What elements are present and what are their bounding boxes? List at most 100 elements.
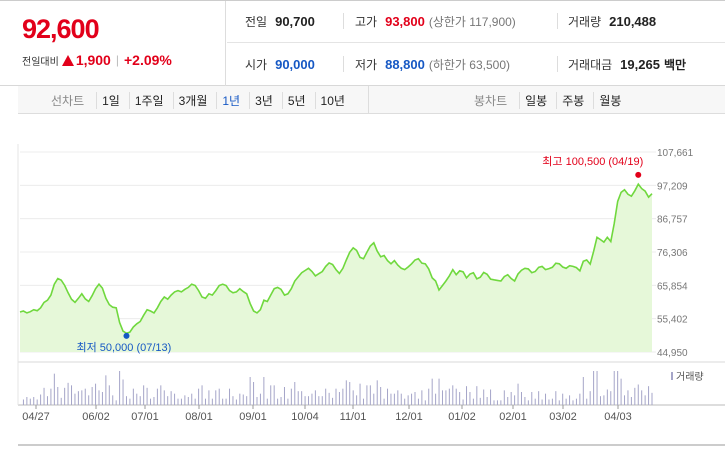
volume-bar (112, 395, 114, 405)
high-value: 93,800 (385, 14, 425, 29)
volume-bar (393, 393, 395, 405)
volume-bar (57, 387, 59, 405)
volume-bar (277, 398, 279, 405)
volume-bar (194, 398, 196, 405)
volume-bar (125, 396, 127, 405)
x-tick-label: 03/02 (549, 411, 577, 423)
period-5y[interactable]: 5년 (281, 91, 311, 109)
change-divider: | (115, 53, 119, 67)
volume-bar (534, 398, 536, 405)
volume-bar (232, 396, 234, 405)
volume-bar (297, 391, 299, 405)
volume-bar (64, 387, 66, 405)
volume-bar (201, 385, 203, 405)
volume-bar (641, 390, 643, 405)
volume-bar (256, 397, 258, 405)
volume-bar (417, 398, 419, 405)
volume-bar (424, 400, 426, 405)
volume-bar (304, 396, 306, 405)
period-1w[interactable]: 1주일 (128, 91, 169, 109)
price-change: 전일대비 1,900 | +2.09% (22, 52, 172, 68)
volume-bar (428, 388, 430, 405)
volume-bar (43, 387, 45, 405)
y-tick-label: 55,402 (657, 315, 688, 326)
volume-bar (215, 390, 217, 405)
volume-bar (421, 390, 423, 405)
volume-bar (390, 393, 392, 405)
candle-weekly[interactable]: 주봉 (556, 91, 589, 109)
volume-bar (60, 397, 62, 405)
y-tick-label: 44,950 (657, 348, 688, 359)
volume-bar (575, 398, 577, 405)
volume-bar (644, 395, 646, 405)
volume-bar (29, 398, 31, 405)
x-tick-label: 06/02 (82, 411, 110, 423)
volume-bar (383, 398, 385, 405)
change-amount: 1,900 (75, 52, 111, 68)
candle-daily[interactable]: 일봉 (519, 91, 552, 109)
volume-bar (335, 388, 337, 405)
volume-bar (493, 400, 495, 405)
low-label: 저가 (355, 58, 378, 72)
period-1d[interactable]: 1일 (96, 91, 125, 109)
volume-bar (160, 385, 162, 405)
volume-bar (514, 395, 516, 405)
volume-bar (301, 391, 303, 405)
period-3m[interactable]: 3개월 (172, 91, 213, 109)
stat-separator (557, 56, 558, 72)
candle-chart-periods: 봉차트 일봉 주봉 월봉 (474, 86, 630, 114)
volume-bar (259, 393, 261, 405)
volume-bar (218, 388, 220, 405)
volume-bar (617, 371, 619, 405)
volume-label: 거래량 (568, 15, 602, 29)
volume-bar (369, 385, 371, 405)
volume-bar (122, 379, 124, 405)
volume-bar (500, 400, 502, 405)
volume-bar (345, 380, 347, 405)
volume-bar (356, 395, 358, 405)
period-3y[interactable]: 3년 (249, 91, 278, 109)
volume-bar (624, 395, 626, 405)
volume-bar (177, 398, 179, 405)
stat-separator (557, 13, 558, 29)
volume-bar (318, 396, 320, 405)
amount-label: 거래대금 (568, 58, 613, 72)
current-price: 92,600 (22, 14, 100, 44)
volume-bar (507, 397, 509, 405)
volume-bar (524, 397, 526, 405)
volume-bar (119, 371, 121, 405)
volume-bar (108, 385, 110, 405)
volume-bar (321, 396, 323, 405)
price-chart[interactable]: 107,661 97,209 86,757 76,306 65,854 55,402 44,… (0, 114, 725, 447)
volume-bar (404, 398, 406, 405)
volume-bar (98, 390, 100, 405)
period-10y[interactable]: 10년 (314, 91, 350, 109)
volume-bar (630, 397, 632, 405)
volume-bar (283, 387, 285, 405)
volume-bar (407, 395, 409, 405)
period-1y[interactable]: 1년 (216, 91, 245, 109)
volume-bar (187, 397, 189, 405)
volume-bar (74, 393, 76, 405)
low-value: 88,800 (385, 57, 425, 72)
volume-bar (490, 389, 492, 405)
volume-bar (411, 393, 413, 405)
low-annotation: 최저 50,000 (07/13) (76, 341, 171, 354)
volume-bar (589, 391, 591, 405)
volume-bar (558, 400, 560, 405)
candle-monthly[interactable]: 월봉 (593, 91, 626, 109)
volume-bar (71, 385, 73, 405)
volume-bar (105, 375, 107, 405)
candle-chart-title: 봉차트 (474, 93, 508, 108)
volume-bar (496, 400, 498, 405)
volume-bar (596, 371, 598, 405)
volume-bar (170, 391, 172, 405)
volume-bar (53, 373, 55, 405)
volume-legend-swatch (671, 372, 673, 380)
volume-bar (435, 393, 437, 405)
volume-bar (352, 390, 354, 405)
volume-bar (366, 385, 368, 405)
volume-bar (266, 398, 268, 405)
y-tick-label: 76,306 (657, 248, 688, 259)
x-tick-label: 04/27 (22, 411, 50, 423)
